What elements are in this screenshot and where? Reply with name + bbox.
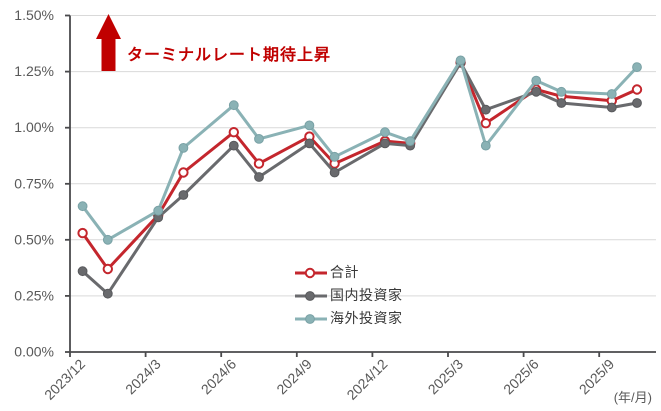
data-point-marker xyxy=(153,205,164,216)
data-point-marker xyxy=(556,98,567,108)
data-point-marker xyxy=(228,140,239,151)
x-axis-label: 2025/9 xyxy=(576,356,618,398)
data-point-marker xyxy=(455,55,466,66)
data-point-marker xyxy=(480,140,491,151)
data-point-marker xyxy=(77,227,88,239)
data-point-marker xyxy=(178,190,189,200)
series-overseas xyxy=(77,55,642,245)
data-point-marker xyxy=(531,75,542,86)
y-axis-label: 0.50% xyxy=(14,231,54,247)
legend-marker-domestic-icon xyxy=(294,289,328,301)
series-domestic xyxy=(77,57,642,299)
data-point-marker xyxy=(178,143,189,153)
legend-item-domestic: 国内投資家 xyxy=(294,283,403,306)
x-axis xyxy=(69,351,656,357)
data-point-marker xyxy=(77,201,88,212)
data-point-marker xyxy=(102,263,114,275)
data-point-marker xyxy=(329,167,340,178)
data-point-marker xyxy=(380,127,390,138)
up-arrow-icon xyxy=(96,14,121,71)
data-point-marker xyxy=(606,102,617,113)
axis-unit-label: (年/月) xyxy=(613,390,652,405)
data-point-marker xyxy=(102,288,113,299)
data-point-marker xyxy=(254,134,264,144)
y-axis-label: 1.25% xyxy=(14,63,54,79)
x-axis-label: 2024/9 xyxy=(273,356,315,398)
data-point-marker xyxy=(77,266,88,277)
data-point-marker xyxy=(102,234,113,245)
data-point-marker xyxy=(606,89,617,99)
data-point-marker xyxy=(178,167,189,178)
data-point-marker xyxy=(304,120,315,131)
data-point-marker xyxy=(556,86,567,97)
legend-item-total: 合計 xyxy=(294,260,403,283)
legend-label-total: 合計 xyxy=(330,263,359,280)
x-axis-label: 2024/3 xyxy=(122,356,164,398)
y-axis-label: 1.50% xyxy=(14,7,54,23)
y-axis xyxy=(65,14,71,353)
y-axis-label: 1.00% xyxy=(14,119,54,135)
data-point-marker xyxy=(632,62,642,72)
data-point-marker xyxy=(631,84,643,95)
data-point-marker xyxy=(254,172,264,182)
legend-label-overseas: 海外投資家 xyxy=(330,309,403,326)
data-point-marker xyxy=(380,138,390,149)
legend-marker-overseas-icon xyxy=(294,312,328,324)
y-axis-label: 0.75% xyxy=(14,175,54,191)
x-axis-label: 2024/12 xyxy=(343,356,390,403)
data-point-marker xyxy=(480,118,491,129)
data-point-marker xyxy=(329,151,340,162)
data-point-marker xyxy=(253,158,265,169)
x-axis-label: 2024/6 xyxy=(198,356,240,398)
legend-marker-total-icon xyxy=(294,266,328,278)
data-point-marker xyxy=(531,86,542,97)
data-point-marker xyxy=(228,127,240,138)
data-point-marker xyxy=(632,98,642,108)
x-axis-label: 2023/12 xyxy=(41,356,88,403)
x-axis-label: 2025/3 xyxy=(425,356,467,398)
y-axis-label: 0.25% xyxy=(14,287,54,303)
legend: 合計 国内投資家 海外投資家 xyxy=(294,260,403,329)
annotation-text: ターミナルレート期待上昇 xyxy=(127,47,332,64)
data-point-marker xyxy=(304,138,315,149)
data-point-marker xyxy=(228,100,239,111)
x-axis-label: 2025/6 xyxy=(500,356,542,398)
y-axis-label: 0.00% xyxy=(14,344,54,360)
data-point-marker xyxy=(405,136,416,147)
legend-item-overseas: 海外投資家 xyxy=(294,306,403,329)
data-point-marker xyxy=(480,104,491,115)
legend-label-domestic: 国内投資家 xyxy=(330,286,403,303)
